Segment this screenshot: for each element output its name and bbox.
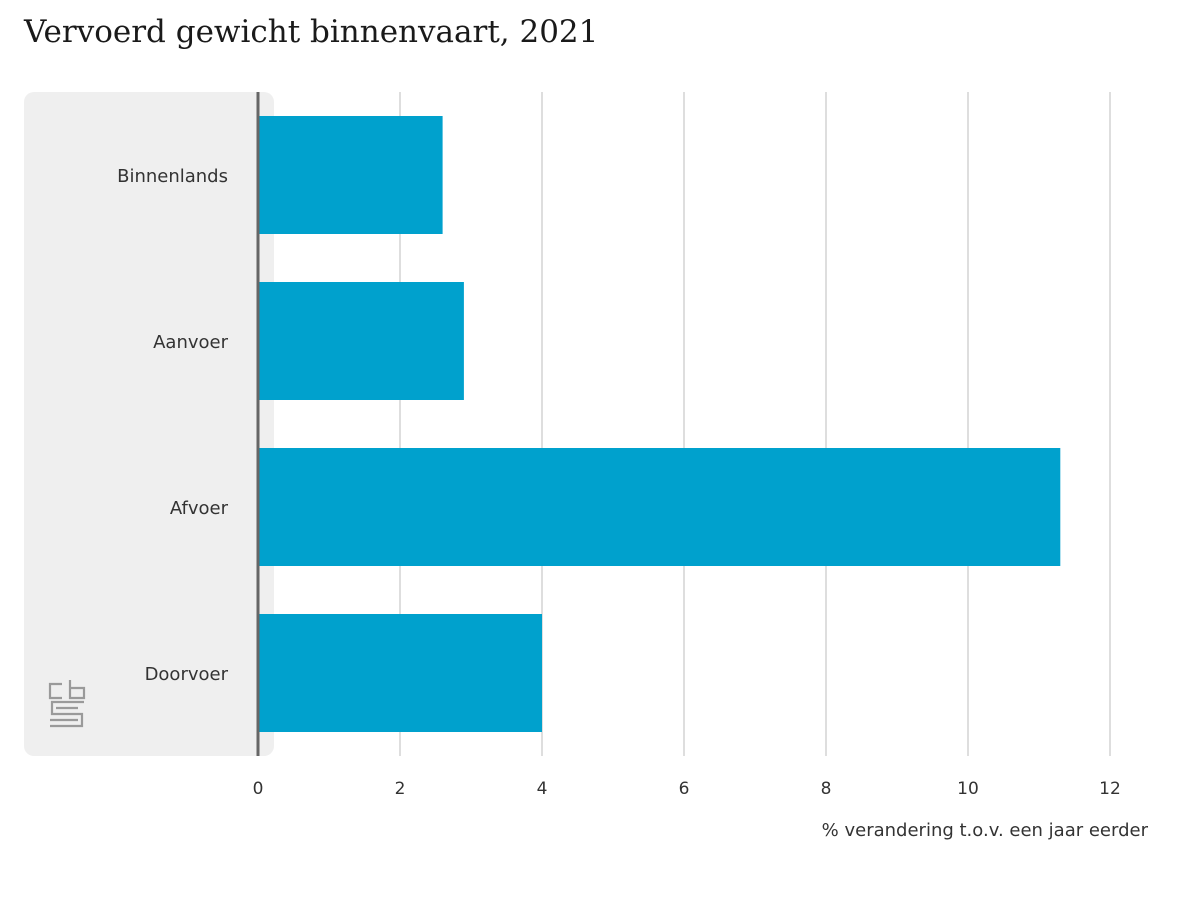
category-label: Afvoer <box>170 498 229 519</box>
chart-title: Vervoerd gewicht binnenvaart, 2021 <box>24 14 599 50</box>
category-label: Doorvoer <box>145 664 229 685</box>
category-label-panel <box>24 92 274 756</box>
bar <box>258 282 464 400</box>
category-labels: Binnenlands Aanvoer Afvoer Doorvoer <box>117 166 228 685</box>
bar <box>258 116 443 234</box>
category-label: Aanvoer <box>153 332 228 353</box>
bar <box>258 614 542 732</box>
category-label: Binnenlands <box>117 166 228 187</box>
x-tick-labels: 0 2 4 6 8 10 12 <box>253 779 1121 799</box>
x-tick-label: 8 <box>821 779 832 799</box>
bars <box>258 116 1061 732</box>
x-tick-label: 2 <box>395 779 406 799</box>
x-axis-label: % verandering t.o.v. een jaar eerder <box>822 820 1149 841</box>
x-tick-label: 10 <box>957 779 979 799</box>
x-tick-label: 6 <box>679 779 690 799</box>
x-tick-label: 4 <box>537 779 548 799</box>
x-tick-label: 0 <box>253 779 264 799</box>
cbs-logo-icon <box>48 680 86 728</box>
x-tick-label: 12 <box>1099 779 1121 799</box>
bar <box>258 448 1061 566</box>
